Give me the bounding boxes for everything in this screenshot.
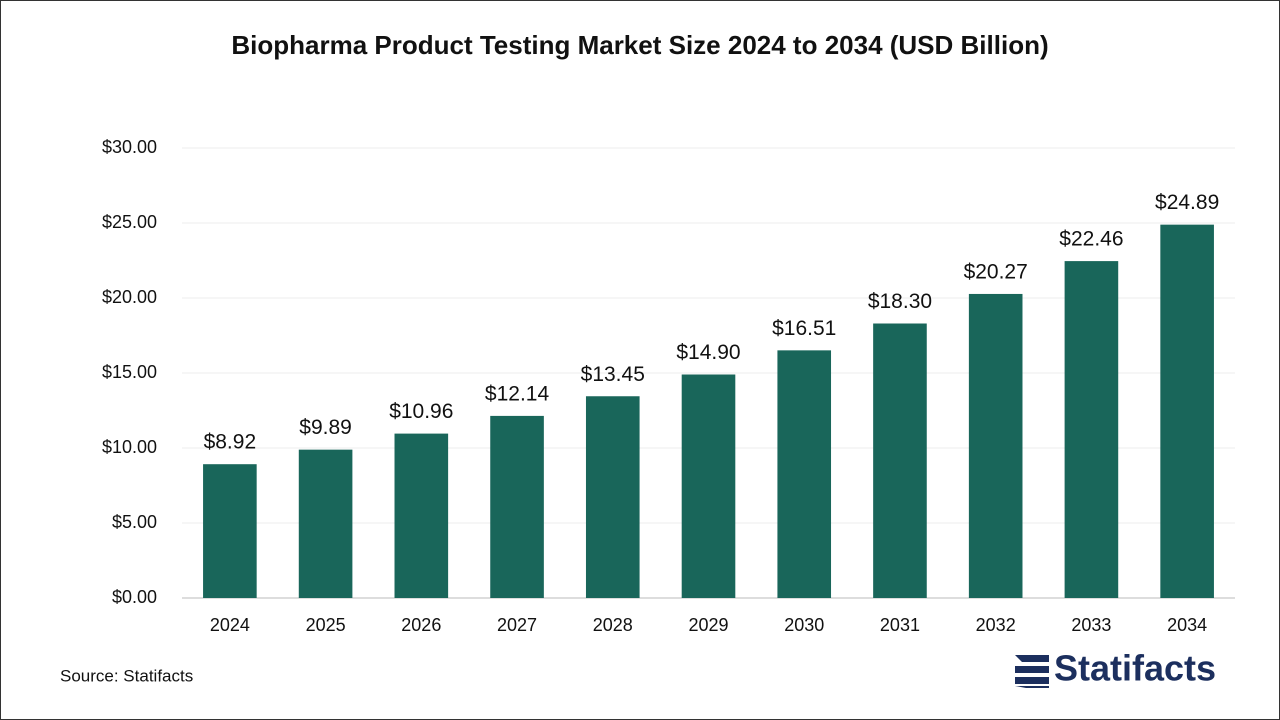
value-label: $10.96 [389, 400, 453, 423]
y-tick-label: $10.00 [102, 437, 157, 457]
bar [394, 433, 449, 598]
x-tick-label: 2027 [497, 615, 537, 635]
x-tick-label: 2024 [210, 615, 250, 635]
bar [681, 374, 736, 598]
bar [298, 449, 353, 598]
x-tick-label: 2033 [1071, 615, 1111, 635]
bar [585, 396, 640, 598]
x-tick-label: 2026 [401, 615, 441, 635]
bar [1064, 261, 1119, 598]
source: Source: Statifacts [60, 666, 193, 685]
bar [490, 415, 544, 598]
value-label: $22.46 [1059, 228, 1123, 251]
value-label: $24.89 [1155, 191, 1219, 214]
value-label: $13.45 [581, 363, 645, 386]
value-label: $14.90 [676, 341, 740, 364]
x-tick-label: 2028 [593, 615, 633, 635]
bar [777, 350, 832, 598]
x-tick-label: 2030 [784, 615, 824, 635]
y-tick-label: $30.00 [102, 137, 157, 157]
bar [968, 293, 1023, 598]
x-tick-label: 2031 [880, 615, 920, 635]
x-tick-label: 2025 [306, 615, 346, 635]
bar [1160, 224, 1214, 598]
bar [873, 323, 927, 598]
y-tick-label: $5.00 [112, 512, 157, 532]
value-label: $18.30 [868, 290, 932, 313]
y-tick-label: $15.00 [102, 362, 157, 382]
value-label: $9.89 [299, 416, 352, 439]
value-label: $12.14 [485, 382, 550, 405]
value-label: $8.92 [204, 431, 257, 454]
logo-text: Statifacts [1054, 648, 1216, 689]
x-tick-label: 2034 [1167, 615, 1207, 635]
logo-icon [1015, 655, 1049, 688]
y-tick-label: $0.00 [112, 587, 157, 607]
y-tick-label: $25.00 [102, 212, 157, 232]
x-tick-label: 2029 [688, 615, 728, 635]
x-tick-label: 2032 [976, 615, 1016, 635]
value-label: $20.27 [964, 260, 1028, 283]
bar [203, 464, 257, 598]
y-tick-label: $20.00 [102, 287, 157, 307]
chart-title: Biopharma Product Testing Market Size 20… [231, 30, 1048, 60]
value-label: $16.51 [772, 317, 836, 340]
